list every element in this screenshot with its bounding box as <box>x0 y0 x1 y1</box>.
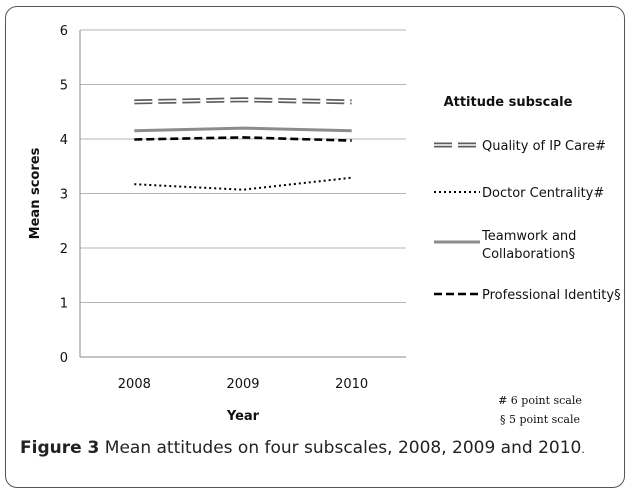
scale-note: § 5 point scale <box>500 413 580 426</box>
legend-label: Collaboration§ <box>482 247 575 262</box>
caption-end: . <box>581 443 585 456</box>
y-tick-label: 1 <box>60 297 68 312</box>
y-tick-label: 4 <box>60 133 68 148</box>
y-tick-label: 5 <box>60 79 68 94</box>
x-tick-label: 2009 <box>226 377 259 392</box>
y-axis-title: Mean scores <box>28 147 43 239</box>
caption-lead: Figure 3 <box>20 438 100 458</box>
x-axis-title: Year <box>226 409 260 424</box>
caption-text: Mean attitudes on four subscales, 2008, … <box>99 438 582 458</box>
legend-label: Doctor Centrality# <box>482 186 604 201</box>
series-line-1-inner <box>134 98 352 103</box>
line-chart: 0 1 2 3 4 5 6 2008 2009 2010 Year Mean scores Attit… <box>28 24 621 426</box>
y-tick-label: 0 <box>60 351 68 366</box>
legend-label: Teamwork and <box>481 229 576 244</box>
scale-note: # 6 point scale <box>498 394 582 407</box>
legend-label: Quality of IP Care# <box>482 139 606 154</box>
series-line-3 <box>134 126 352 133</box>
legend-title: Attitude subscale <box>444 95 573 110</box>
figure-frame <box>5 6 625 488</box>
y-tick-label: 3 <box>60 188 68 203</box>
figure-caption: Figure 3 Mean attitudes on four subscale… <box>20 437 620 461</box>
y-tick-label: 2 <box>60 242 68 257</box>
series-line-4 <box>134 136 352 142</box>
y-tick-label: 6 <box>60 24 68 39</box>
series-line-2 <box>134 176 352 191</box>
x-tick-label: 2008 <box>118 377 151 392</box>
legend-label: Professional Identity§ <box>482 288 621 303</box>
x-tick-label: 2010 <box>335 377 368 392</box>
